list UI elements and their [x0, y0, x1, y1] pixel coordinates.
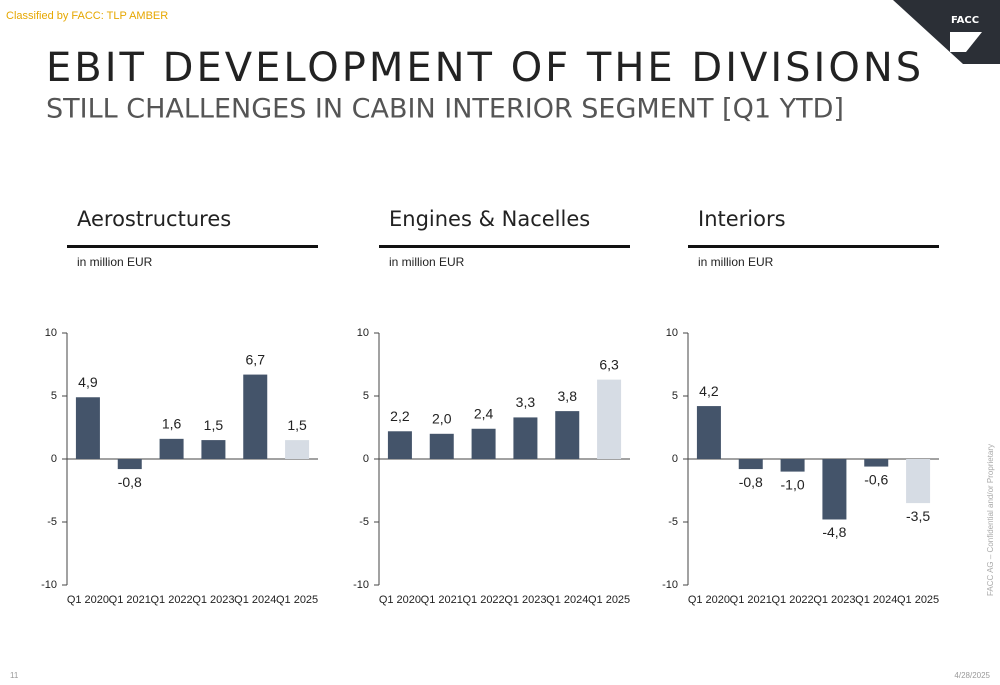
chart-subtitle: in million EUR	[389, 255, 465, 269]
value-label: -3,5	[906, 508, 930, 524]
date: 4/28/2025	[954, 671, 990, 680]
bar	[201, 440, 226, 459]
value-label: 1,5	[287, 417, 307, 433]
value-label: 4,2	[699, 383, 719, 399]
bar	[429, 433, 454, 459]
classification: Classified by FACC: TLP AMBER	[6, 10, 168, 22]
y-tick-label: 10	[666, 327, 678, 339]
bar	[822, 459, 847, 520]
value-label: -0,8	[118, 474, 142, 490]
x-tick-label: Q1 2025	[276, 594, 318, 606]
x-tick-label: Q1 2024	[855, 594, 897, 606]
y-tick-label: -5	[359, 516, 369, 528]
bar	[117, 459, 142, 470]
y-tick-label: 10	[45, 327, 57, 339]
y-tick-label: 0	[363, 453, 369, 465]
value-label: 2,4	[474, 405, 494, 421]
slide-title: EBIT DEVELOPMENT OF THE DIVISIONS	[46, 45, 924, 91]
chart-title: Interiors	[698, 207, 786, 231]
bar	[243, 374, 268, 459]
bar	[780, 459, 805, 472]
y-tick-label: -10	[662, 579, 678, 591]
x-tick-label: Q1 2021	[421, 594, 463, 606]
logo-shape	[893, 0, 1000, 64]
chart-title: Engines & Nacelles	[389, 207, 590, 231]
logo-mark	[950, 32, 982, 52]
value-label: -0,8	[739, 474, 763, 490]
x-tick-label: Q1 2023	[504, 594, 546, 606]
bar	[387, 431, 412, 459]
x-tick-label: Q1 2023	[192, 594, 234, 606]
title-rule	[379, 245, 630, 248]
title-rule	[67, 245, 318, 248]
confidentiality: FACC AG – Confidential and/or Proprietar…	[986, 444, 995, 596]
value-label: 1,6	[162, 416, 182, 432]
x-tick-label: Q1 2020	[67, 594, 109, 606]
x-tick-label: Q1 2021	[109, 594, 151, 606]
x-tick-label: Q1 2022	[150, 594, 192, 606]
value-label: 3,8	[558, 388, 578, 404]
y-tick-label: 0	[51, 453, 57, 465]
value-label: 4,9	[78, 374, 98, 390]
chart-subtitle: in million EUR	[698, 255, 774, 269]
x-tick-label: Q1 2022	[462, 594, 504, 606]
y-tick-label: -5	[47, 516, 57, 528]
x-tick-label: Q1 2025	[588, 594, 630, 606]
value-label: 3,3	[516, 394, 536, 410]
title-rule	[688, 245, 939, 248]
x-tick-label: Q1 2020	[688, 594, 730, 606]
bar	[555, 411, 580, 459]
value-label: -1,0	[781, 476, 805, 492]
bar	[285, 440, 310, 459]
x-tick-label: Q1 2021	[730, 594, 772, 606]
bar	[864, 459, 889, 467]
x-tick-label: Q1 2022	[771, 594, 813, 606]
y-tick-label: 0	[672, 453, 678, 465]
x-tick-label: Q1 2024	[546, 594, 588, 606]
bar	[906, 459, 931, 504]
bar	[513, 417, 538, 459]
x-tick-label: Q1 2024	[234, 594, 276, 606]
y-tick-label: 5	[363, 390, 369, 402]
value-label: 6,7	[246, 351, 266, 367]
chart-title: Aerostructures	[77, 207, 231, 231]
value-label: 6,3	[599, 356, 619, 372]
y-tick-label: -10	[353, 579, 369, 591]
bar	[159, 438, 184, 459]
value-label: -0,6	[864, 471, 888, 487]
value-label: 2,2	[390, 408, 410, 424]
x-tick-label: Q1 2020	[379, 594, 421, 606]
value-label: 1,5	[204, 417, 224, 433]
bar	[738, 459, 763, 470]
value-label: 2,0	[432, 411, 452, 427]
page-number: 11	[10, 671, 19, 680]
slide-subtitle: STILL CHALLENGES IN CABIN INTERIOR SEGME…	[46, 94, 844, 125]
y-tick-label: 5	[672, 390, 678, 402]
y-tick-label: 5	[51, 390, 57, 402]
logo-text: FACC	[951, 15, 979, 26]
y-tick-label: -5	[668, 516, 678, 528]
x-tick-label: Q1 2023	[813, 594, 855, 606]
bar	[696, 406, 721, 459]
y-tick-label: 10	[357, 327, 369, 339]
y-tick-label: -10	[41, 579, 57, 591]
bar	[471, 428, 496, 459]
chart-subtitle: in million EUR	[77, 255, 153, 269]
bar	[597, 379, 622, 459]
value-label: -4,8	[822, 524, 846, 540]
x-tick-label: Q1 2025	[897, 594, 939, 606]
bar	[75, 397, 100, 459]
